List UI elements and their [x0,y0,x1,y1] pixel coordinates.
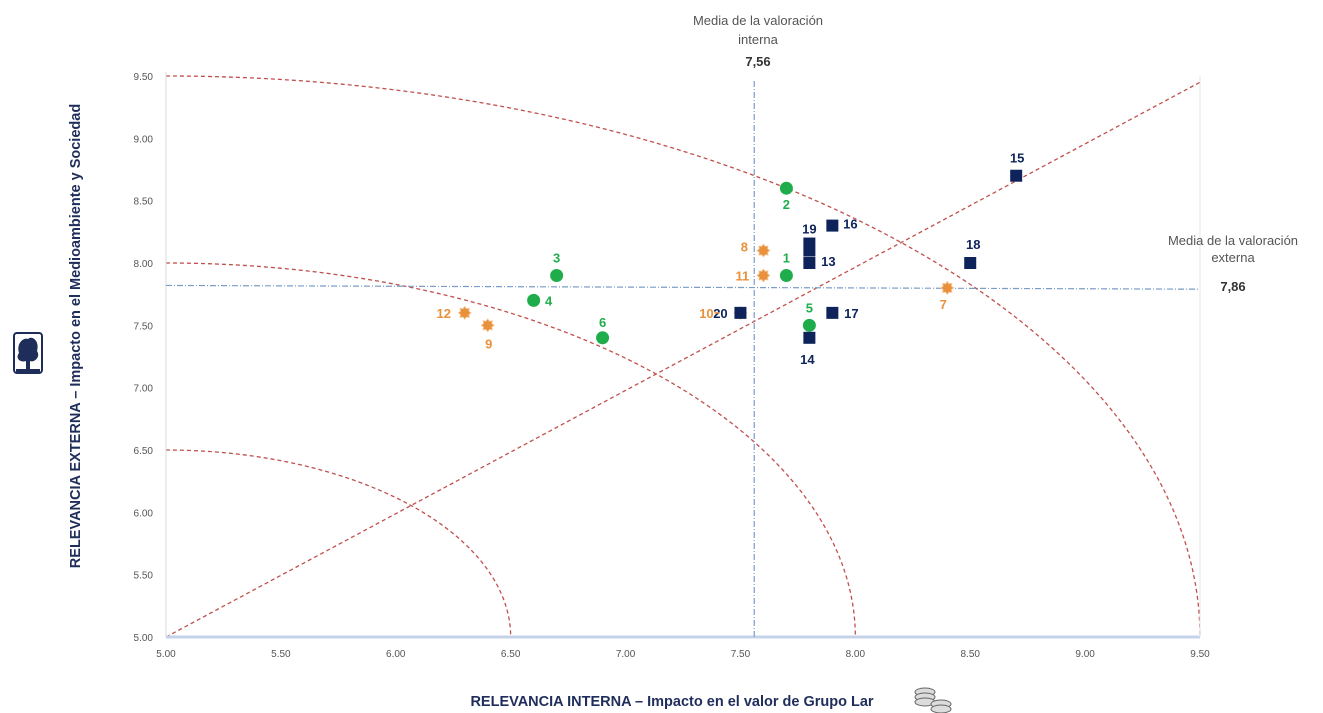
y-tick-label: 7.00 [134,384,154,395]
dashed-diagonal [165,81,1201,638]
point-15 [1010,169,1023,182]
point-label-9: 9 [485,336,492,351]
point-label-13: 13 [821,254,835,269]
point-label-11: 11 [736,268,750,283]
x-tick-label: 6.00 [386,649,406,660]
x-tick-label: 9.00 [1075,649,1095,660]
point-16 [826,219,839,232]
point-2 [779,181,793,195]
point-19 [803,237,816,257]
x-tick-label: 5.00 [156,649,176,660]
point-label-4: 4 [545,293,553,308]
point-13 [803,257,816,269]
arc-group [165,75,1201,638]
point-label-5: 5 [806,300,813,315]
point-9 [480,318,495,333]
y-tick-label: 5.50 [134,571,154,582]
point-label-15: 15 [1010,151,1024,166]
external-mean-label-line2: externa [1211,250,1255,265]
point-17 [826,306,839,319]
tree-icon [13,332,43,374]
point-5 [802,318,816,332]
point-label-16: 16 [843,217,857,232]
x-tick-label: 6.50 [501,649,521,660]
point-label-1: 1 [783,250,790,265]
point-3 [550,268,564,282]
x-tick-label: 9.50 [1190,649,1210,660]
point-label-6: 6 [599,315,606,330]
y-tick-label: 9.50 [134,72,154,83]
dashed-arc [165,75,1201,638]
dashed-arc [165,449,512,638]
x-tick-label: 7.00 [616,649,636,660]
point-label-2: 2 [783,197,790,212]
reference-lines-group [165,81,1201,637]
point-20 [734,306,747,319]
x-tick-label: 8.50 [960,649,980,660]
point-1 [779,268,793,282]
point-label-3: 3 [553,250,560,265]
point-label-14: 14 [800,352,815,367]
point-6 [596,331,610,345]
y-axis-title: RELEVANCIA EXTERNA – Impacto en el Medio… [68,104,84,568]
point-label-12: 12 [436,306,450,321]
dashed-arc [165,262,856,638]
internal-mean-label-line2: interna [738,32,779,47]
y-tick-label: 6.50 [134,446,154,457]
point-18 [964,257,977,269]
point-label-17: 17 [844,306,858,321]
point-label-10: 10 [699,306,713,321]
points-group [457,169,1023,345]
x-axis-title: RELEVANCIA INTERNA – Impacto en el valor… [470,694,873,710]
point-12 [457,305,472,321]
coins-icon [914,687,952,713]
y-tick-label: 9.00 [134,134,154,145]
x-tick-label: 8.00 [846,649,866,660]
y-tick-label: 8.50 [134,197,154,208]
y-tick-label: 6.00 [134,508,154,519]
external-mean-line [165,284,1201,290]
y-tick-label: 5.00 [134,633,154,644]
internal-mean-value: 7,56 [745,54,770,69]
point-label-18: 18 [966,237,980,252]
point-8 [756,243,771,258]
point-label-19: 19 [802,222,816,237]
external-mean-value: 7,86 [1220,279,1245,294]
point-label-20: 20 [713,306,727,321]
point-label-8: 8 [741,240,748,255]
y-tick-label: 7.50 [134,321,154,332]
x-tick-label: 5.50 [271,649,291,660]
external-mean-label-line1: Media de la valoración [1168,233,1298,248]
internal-mean-label-line1: Media de la valoración [693,13,823,28]
point-label-7: 7 [940,297,947,312]
x-tick-label: 7.50 [731,649,751,660]
y-tick-label: 8.00 [134,259,154,270]
point-14 [803,331,816,344]
point-11 [756,268,771,283]
point-7 [940,280,955,296]
point-4 [527,293,541,307]
axes-group: 5.00 5.50 6.00 6.50 7.00 7.50 8.00 8.50 9.00 9.50… [134,72,1210,660]
